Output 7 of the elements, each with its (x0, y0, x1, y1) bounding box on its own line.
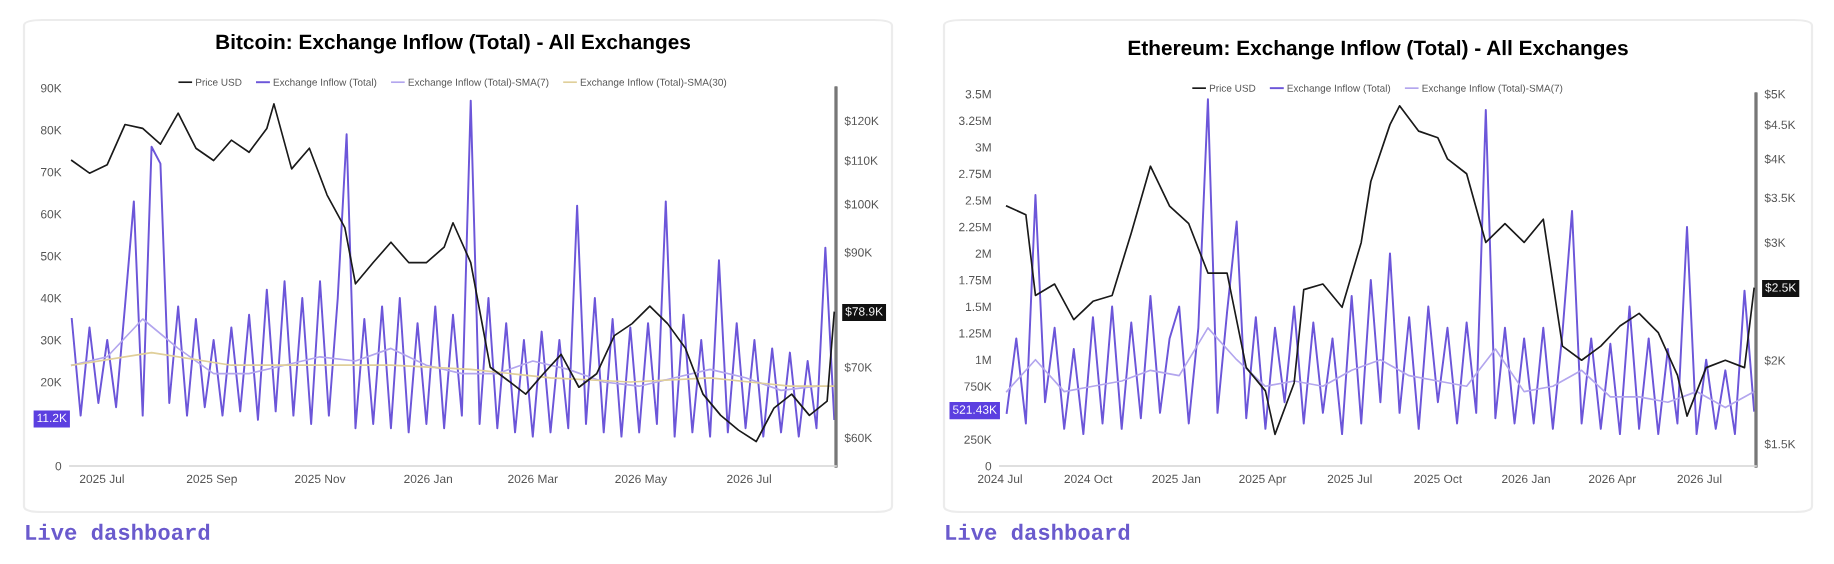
chart-title: Bitcoin: Exchange Inflow (Total) - All Exchanges (216, 34, 691, 54)
line-series (70, 318, 818, 392)
text: Live dashboard (26, 523, 210, 540)
line-series (70, 351, 836, 388)
line-series (1005, 326, 1755, 409)
text: Live dashboard (946, 523, 1130, 540)
chart-title: Ethereum: Exchange Inflow (Total) - All Exchanges (1128, 40, 1628, 60)
